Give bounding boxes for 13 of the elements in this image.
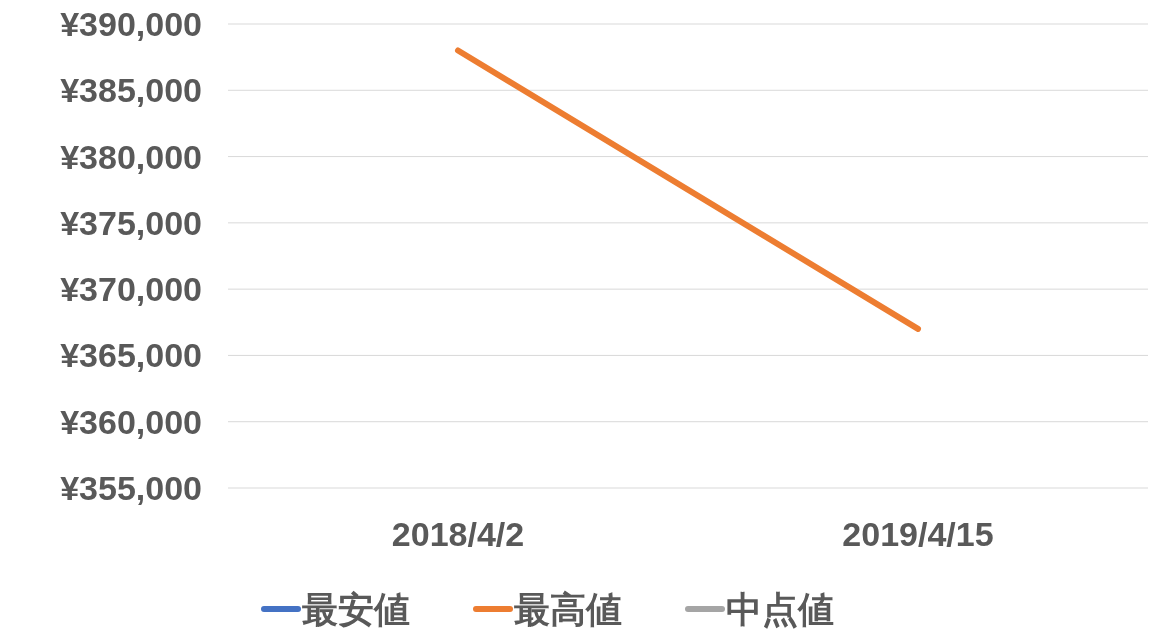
legend-label: 最高値: [514, 588, 622, 630]
x-tick-label: 2019/4/15: [842, 515, 994, 553]
y-tick-label: ¥390,000: [60, 5, 202, 43]
y-tick-label: ¥365,000: [60, 336, 202, 375]
y-tick-label: ¥370,000: [60, 270, 202, 309]
y-tick-label: ¥380,000: [60, 137, 202, 176]
y-tick-label: ¥355,000: [60, 469, 202, 507]
y-tick-label: ¥360,000: [60, 402, 202, 441]
x-tick-label: 2018/4/2: [391, 515, 525, 553]
legend-label: 中点値: [726, 588, 834, 630]
y-tick-label: ¥375,000: [60, 203, 202, 242]
legend-label: 最安値: [302, 588, 410, 630]
y-tick-label: ¥385,000: [60, 71, 202, 110]
